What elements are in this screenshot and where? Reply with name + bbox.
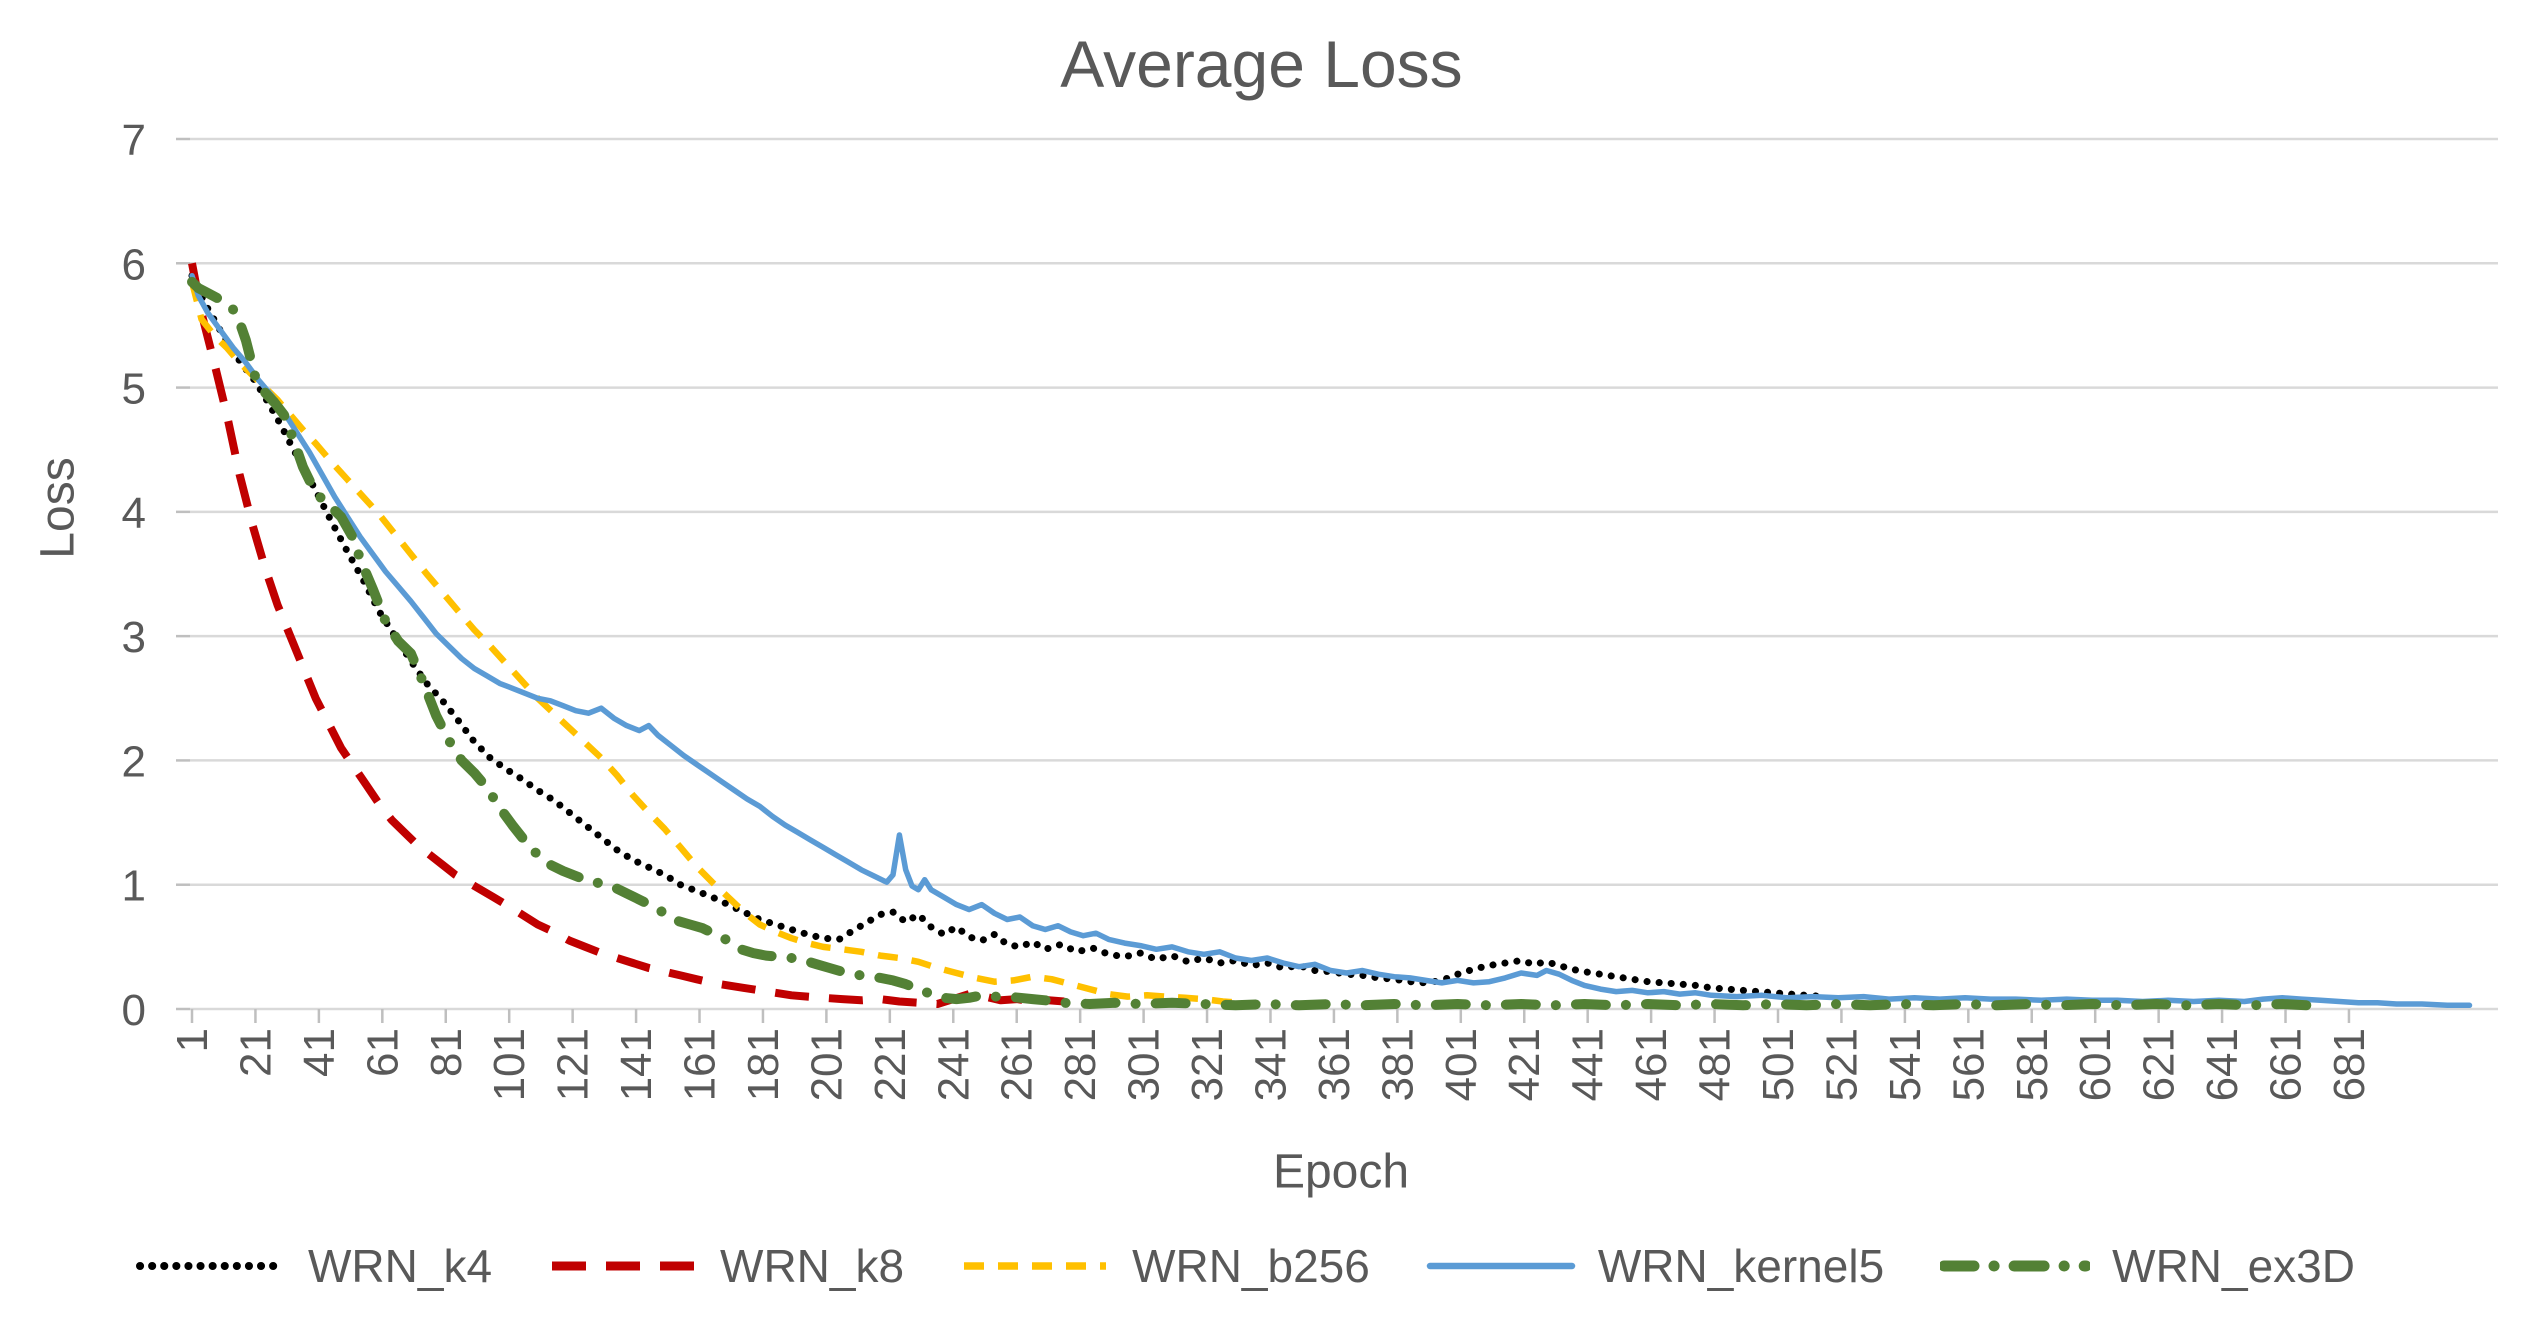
- legend-label: WRN_k8: [720, 1240, 905, 1292]
- x-tick-label: 1: [168, 1028, 217, 1052]
- x-tick-label: 261: [993, 1028, 1042, 1101]
- y-tick-label: 6: [122, 240, 146, 289]
- chart-title: Average Loss: [1060, 27, 1463, 101]
- x-tick-label: 641: [2198, 1028, 2247, 1101]
- legend-item-WRN_k4: WRN_k4: [136, 1240, 492, 1293]
- x-tick-label: 521: [1817, 1028, 1866, 1101]
- y-tick-label: 1: [122, 862, 146, 911]
- x-tick-label: 401: [1437, 1028, 1486, 1101]
- legend-marker-dash-icon: [964, 1262, 1107, 1271]
- legend-item-WRN_kernel5: WRN_kernel5: [1426, 1240, 1884, 1293]
- legend-label: WRN_ex3D: [2112, 1240, 2355, 1292]
- x-tick-label: 81: [422, 1028, 471, 1077]
- x-tick-label: 481: [1691, 1028, 1740, 1101]
- x-tick-label: 21: [231, 1028, 280, 1077]
- series-line-WRN_b256: [188, 281, 1243, 1007]
- legend-marker-solid-icon: [1426, 1263, 1576, 1270]
- x-tick-label: 581: [2008, 1028, 2057, 1101]
- x-tick-label: 621: [2135, 1028, 2184, 1101]
- y-tick-label: 4: [122, 489, 146, 538]
- x-tick-label: 441: [1564, 1028, 1613, 1101]
- legend-label: WRN_kernel5: [1597, 1240, 1885, 1292]
- x-tick-label: 61: [358, 1028, 407, 1077]
- x-axis-title: Epoch: [1272, 1145, 1410, 1199]
- legend-label: WRN_k4: [308, 1240, 493, 1292]
- x-tick-label: 461: [1627, 1028, 1676, 1101]
- x-tick-label: 201: [802, 1028, 851, 1101]
- legend-item-WRN_ex3D: WRN_ex3D: [1940, 1240, 2355, 1293]
- y-tick-label: 0: [122, 986, 146, 1035]
- x-tick-label: 341: [1246, 1028, 1295, 1101]
- legend-label: WRN_b256: [1132, 1240, 1370, 1292]
- legend-item-WRN_b256: WRN_b256: [960, 1240, 1370, 1293]
- x-tick-label: 101: [485, 1028, 534, 1101]
- x-tick-label: 541: [1881, 1028, 1930, 1101]
- x-tick-label: 601: [2071, 1028, 2120, 1101]
- y-tick-label: 3: [122, 613, 146, 662]
- x-tick-label: 681: [2325, 1028, 2374, 1101]
- y-axis-title: Loss: [31, 457, 85, 559]
- x-tick-label: 141: [612, 1028, 661, 1101]
- x-tick-label: 421: [1500, 1028, 1549, 1101]
- legend-item-WRN_k8: WRN_k8: [548, 1240, 904, 1293]
- x-tick-label: 561: [1944, 1028, 1993, 1101]
- y-tick-label: 5: [122, 365, 146, 414]
- x-tick-label: 41: [295, 1028, 344, 1077]
- x-tick-label: 121: [549, 1028, 598, 1101]
- legend: WRN_k4 WRN_k8 WRN_b256 WRN_kernel5 WRN_ex3D: [136, 1240, 2411, 1293]
- series-line-WRN_ex3D: [187, 276, 2313, 1011]
- x-tick-label: 361: [1310, 1028, 1359, 1101]
- x-tick-label: 321: [1183, 1028, 1232, 1101]
- x-tick-label: 181: [739, 1028, 788, 1101]
- x-tick-label: 221: [866, 1028, 915, 1101]
- x-tick-label: 661: [2262, 1028, 2311, 1101]
- x-tick-label: 161: [676, 1028, 725, 1101]
- legend-marker-long-dash-icon: [552, 1261, 695, 1271]
- series-line-WRN_k4: [188, 272, 1830, 1001]
- x-tick-label: 281: [1056, 1028, 1105, 1101]
- x-tick-label: 381: [1373, 1028, 1422, 1101]
- x-tick-label: 241: [929, 1028, 978, 1101]
- x-tick-label: 501: [1754, 1028, 1803, 1101]
- series-line-WRN_kernel5: [189, 272, 2473, 1009]
- legend-marker-dash-dot-icon: [1940, 1260, 2091, 1272]
- x-tick-label: 301: [1120, 1028, 1169, 1101]
- series-line-WRN_k8: [188, 262, 1065, 1008]
- legend-marker-dotted-icon: [136, 1262, 286, 1271]
- y-tick-label: 2: [122, 737, 146, 786]
- y-tick-label: 7: [122, 116, 146, 165]
